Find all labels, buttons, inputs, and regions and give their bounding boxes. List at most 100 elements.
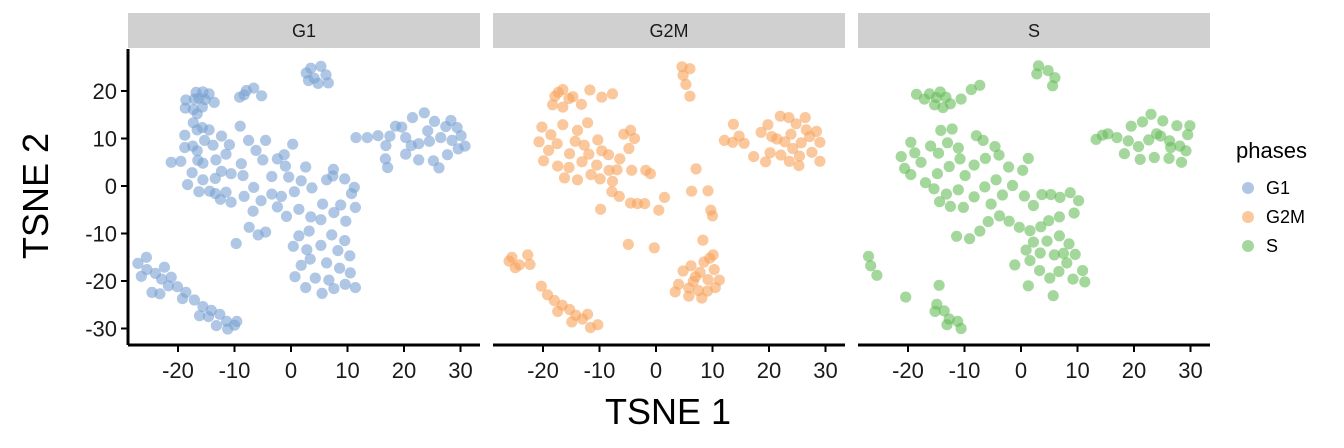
scatter-point: [1165, 141, 1177, 154]
scatter-point: [549, 90, 561, 102]
scatter-point: [964, 233, 976, 245]
scatter-point: [706, 210, 719, 222]
scatter-point: [1043, 215, 1055, 227]
scatter-point: [332, 245, 344, 257]
x-tick-label: -20: [527, 358, 559, 383]
scatter-point: [289, 271, 301, 283]
scatter-point: [993, 149, 1005, 161]
scatter-point: [929, 305, 941, 317]
scatter-point: [193, 186, 205, 198]
scatter-point: [578, 139, 590, 151]
scatter-point: [551, 138, 563, 150]
scatter-point: [192, 154, 204, 166]
scatter-point: [582, 117, 594, 129]
x-tick-label: 20: [757, 358, 781, 383]
scatter-point: [293, 203, 305, 215]
scatter-point: [524, 258, 536, 270]
scatter-point: [929, 99, 941, 111]
scatter-point: [793, 160, 805, 172]
scatter-point: [689, 271, 702, 283]
scatter-point: [970, 130, 983, 142]
scatter-point: [905, 136, 917, 148]
scatter-point: [775, 149, 787, 161]
facet-strip-label: G2M: [649, 21, 688, 41]
scatter-point: [648, 242, 660, 254]
scatter-point: [1136, 116, 1149, 128]
scatter-point: [738, 137, 750, 149]
scatter-point: [180, 94, 192, 106]
scatter-point: [938, 305, 950, 317]
scatter-point: [225, 196, 237, 208]
scatter-point: [564, 148, 576, 160]
scatter-point: [533, 136, 545, 148]
scatter-point: [909, 147, 921, 159]
scatter-point: [698, 256, 710, 268]
scatter-point: [295, 175, 307, 187]
scatter-point: [606, 175, 619, 187]
scatter-point: [260, 226, 272, 238]
facet-strip-label: S: [1028, 21, 1040, 41]
scatter-point: [1064, 187, 1076, 199]
scatter-point: [595, 203, 607, 215]
scatter-point: [951, 230, 963, 242]
scatter-point: [538, 155, 550, 167]
scatter-point: [202, 311, 215, 323]
scatter-point: [300, 161, 312, 173]
facet-strip-label: G1: [292, 21, 316, 41]
scatter-point: [135, 270, 147, 282]
scatter-point: [592, 134, 604, 146]
scatter-point: [384, 130, 396, 142]
scatter-point: [418, 107, 430, 119]
scatter-point: [238, 190, 250, 202]
scatter-point: [623, 142, 635, 155]
scatter-point: [315, 214, 327, 226]
scatter-point: [644, 168, 657, 180]
legend-label: G2M: [1266, 207, 1305, 227]
scatter-point: [1009, 259, 1021, 271]
scatter-point: [175, 155, 187, 167]
scatter-point: [238, 89, 250, 101]
scatter-point: [785, 128, 797, 140]
scatter-point: [727, 118, 740, 130]
scatter-point: [535, 280, 547, 292]
scatter-point: [1102, 128, 1114, 140]
scatter-point: [400, 132, 412, 144]
scatter-point: [317, 198, 329, 210]
x-tick-label: 30: [813, 358, 837, 383]
scatter-point: [197, 174, 209, 186]
scatter-point: [287, 240, 299, 252]
scatter-point: [278, 149, 290, 161]
scatter-point: [755, 126, 767, 138]
scatter-point: [979, 152, 992, 164]
x-tick-label: 10: [335, 358, 359, 383]
scatter-point: [275, 190, 287, 202]
scatter-point: [1134, 153, 1146, 165]
scatter-point: [622, 238, 634, 250]
scatter-point: [557, 119, 569, 131]
scatter-point: [339, 278, 351, 290]
scatter-point: [626, 164, 638, 176]
x-tick-label: 10: [1065, 358, 1089, 383]
x-axis-title: TSNE 1: [605, 391, 731, 432]
legend-key: [1242, 211, 1254, 223]
scatter-point: [1024, 255, 1036, 267]
scatter-point: [1048, 249, 1060, 261]
legend-label: G1: [1266, 178, 1290, 198]
y-tick-label: 0: [105, 174, 117, 199]
scatter-point: [323, 274, 335, 286]
scatter-point: [1047, 290, 1059, 302]
scatter-point: [339, 235, 351, 247]
scatter-point: [302, 74, 315, 87]
scatter-point: [990, 174, 1002, 186]
scatter-point: [1069, 248, 1081, 260]
scatter-point: [223, 139, 235, 151]
scatter-point: [931, 168, 944, 180]
scatter-point: [583, 148, 595, 160]
scatter-point: [327, 170, 339, 182]
scatter-point: [400, 148, 412, 160]
x-tick-label: 30: [448, 358, 472, 383]
scatter-point: [191, 108, 203, 120]
scatter-point: [895, 151, 907, 163]
scatter-point: [1020, 244, 1032, 256]
scatter-point: [571, 124, 584, 136]
